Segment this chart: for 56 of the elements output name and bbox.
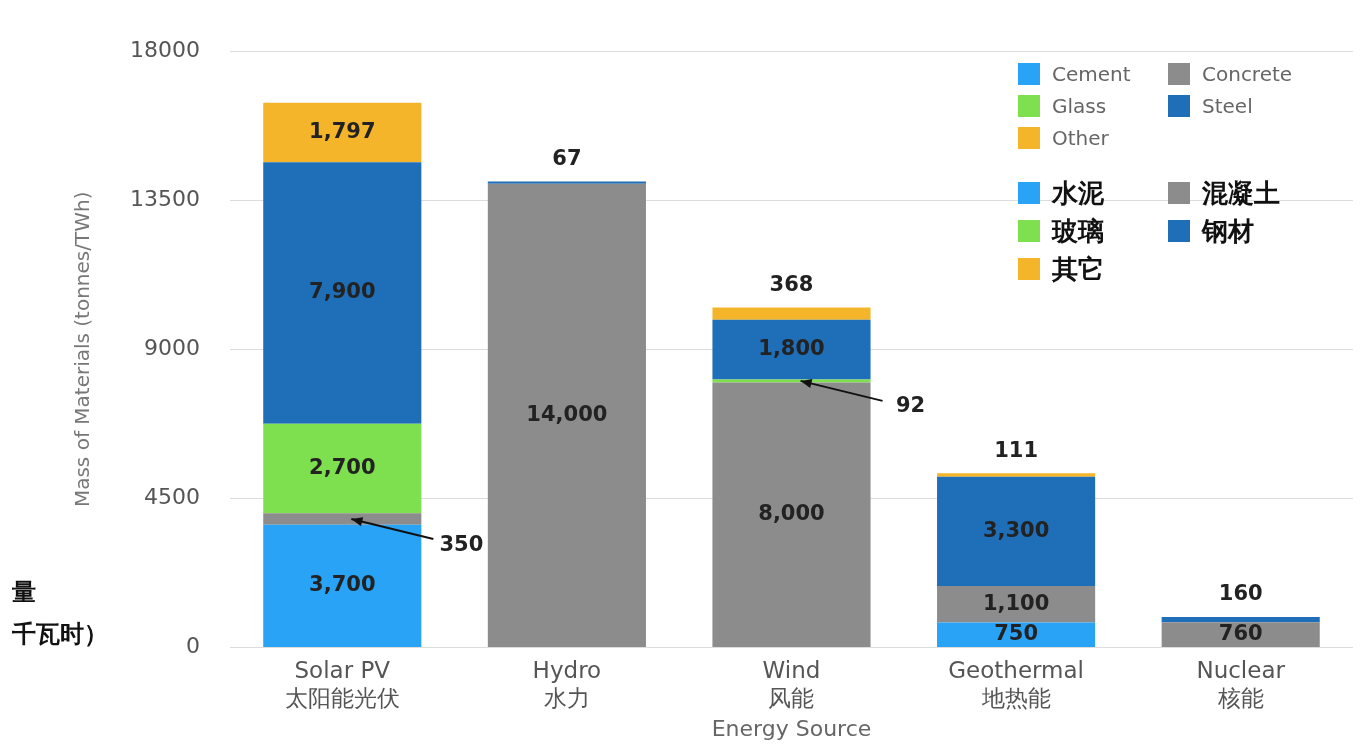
bar [712, 382, 871, 647]
bar [263, 102, 422, 163]
x-tick-label: Hydro 水力 [532, 657, 602, 711]
bar [263, 513, 422, 525]
annotation: 钢材 [1202, 214, 1254, 248]
data-label: 92 [895, 393, 926, 418]
bar [263, 162, 422, 424]
data-label: 1,100 [982, 590, 1050, 615]
data-label: 368 [769, 272, 814, 297]
annotation: 水泥 [1052, 176, 1104, 210]
x-tick-label: Solar PV 太阳能光伏 [284, 657, 400, 711]
bar [1161, 616, 1320, 623]
data-label: 3,700 [309, 572, 376, 597]
bar [1161, 622, 1320, 647]
data-label: 1,800 [758, 336, 825, 361]
bar [937, 476, 1096, 587]
data-label: 760 [1218, 621, 1263, 646]
y-tick-label: 0 [185, 633, 200, 659]
data-label: 750 [994, 621, 1039, 646]
y-tick-label: 4500 [143, 484, 200, 510]
y-tick-label: 9000 [143, 335, 200, 361]
legend-label: Steel [1202, 94, 1253, 118]
annotation: 混凝土 [1202, 176, 1280, 210]
bar [712, 307, 871, 320]
bar [263, 524, 422, 647]
bar [712, 319, 871, 380]
data-label: 160 [1218, 581, 1263, 606]
bar [487, 181, 646, 184]
data-label: 7,900 [309, 279, 376, 304]
data-label: 111 [994, 437, 1039, 462]
data-label: 67 [552, 145, 582, 170]
data-label: 3,300 [982, 517, 1050, 542]
bar [937, 586, 1096, 623]
y-axis-title: Mass of Materials (tonnes/TWh) [70, 191, 95, 508]
bar [937, 473, 1096, 477]
data-label: 2,700 [309, 454, 376, 479]
x-axis-title: Energy Source [711, 715, 872, 741]
text: 量 [12, 577, 36, 608]
annotation: 玻璃 [1052, 214, 1104, 248]
y-tick-label: 13500 [129, 185, 200, 211]
data-label: 350 [439, 531, 484, 556]
text: 千瓦时） [12, 619, 108, 650]
bar [263, 423, 422, 514]
x-tick-label: Wind 风能 [762, 657, 821, 711]
bar [487, 183, 646, 647]
data-label: 8,000 [758, 501, 825, 526]
x-tick-label: Nuclear 核能 [1196, 657, 1286, 711]
legend-label: Concrete [1202, 62, 1293, 86]
x-tick-label: Geothermal 地热能 [948, 657, 1084, 711]
data-label: 14,000 [526, 401, 608, 426]
legend-label: Cement [1052, 62, 1131, 86]
data-label: 1,797 [309, 118, 376, 143]
y-tick-label: 18000 [129, 36, 200, 62]
legend-label: Other [1052, 126, 1109, 150]
legend-label: Glass [1052, 94, 1107, 118]
annotation: 其它 [1052, 252, 1104, 286]
